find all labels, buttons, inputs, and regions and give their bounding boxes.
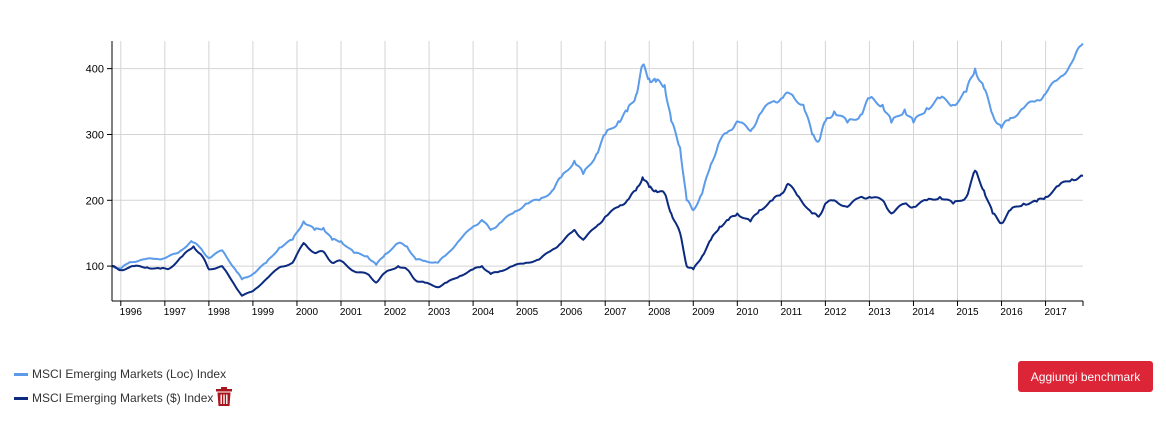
x-tick-label: 2004 (472, 307, 495, 318)
legend-item-loc[interactable]: MSCI Emerging Markets (Loc) Index (14, 362, 233, 386)
chart-grid (112, 41, 1083, 301)
x-tick-label: 1997 (164, 307, 187, 318)
x-tick-label: 2007 (604, 307, 627, 318)
x-tick-label: 2006 (560, 307, 583, 318)
x-tick-label: 2001 (340, 307, 363, 318)
series-line-usd (111, 169, 1084, 297)
series-line-loc (111, 42, 1084, 281)
x-tick-label: 2011 (781, 307, 803, 318)
x-tick-label: 2000 (296, 307, 319, 318)
legend-item-usd[interactable]: MSCI Emerging Markets ($) Index (14, 386, 233, 410)
x-tick-label: 1998 (208, 307, 231, 318)
chart-legend: MSCI Emerging Markets (Loc) Index MSCI E… (14, 362, 233, 410)
legend-swatch-usd (14, 396, 28, 400)
y-tick-label: 400 (86, 64, 104, 76)
x-tick-label: 2012 (824, 307, 847, 318)
legend-swatch-loc (14, 372, 28, 376)
x-tick-label: 2015 (956, 307, 979, 318)
add-benchmark-button[interactable]: Aggiungi benchmark (1018, 361, 1153, 392)
trash-icon[interactable] (215, 386, 233, 410)
x-tick-label: 1996 (120, 307, 143, 318)
y-tick-label: 200 (86, 195, 104, 207)
x-tick-label: 2017 (1044, 307, 1067, 318)
x-tick-label: 2005 (516, 307, 539, 318)
x-tick-label: 2016 (1000, 307, 1023, 318)
x-tick-label: 2002 (384, 307, 407, 318)
line-chart: 100 200 300 400 1996 1997 1998 1999 2000 2001 200… (86, 41, 1084, 318)
x-tick-label: 2010 (736, 307, 759, 318)
x-tick-label: 2008 (648, 307, 671, 318)
y-tick-label: 300 (86, 129, 104, 141)
x-tick-label: 2003 (428, 307, 451, 318)
series-lines (111, 42, 1084, 297)
x-tick-label: 2009 (692, 307, 715, 318)
y-tick-label: 100 (86, 261, 104, 273)
legend-label-usd: MSCI Emerging Markets ($) Index (32, 391, 214, 405)
x-axis: 1996 1997 1998 1999 2000 2001 2002 2003 2004 2005… (120, 301, 1067, 318)
y-axis: 100 200 300 400 (86, 64, 112, 273)
x-tick-label: 2014 (912, 307, 935, 318)
axes-frame (111, 41, 1084, 306)
x-tick-label: 2013 (868, 307, 891, 318)
x-tick-label: 1999 (252, 307, 275, 318)
legend-label-loc: MSCI Emerging Markets (Loc) Index (32, 367, 227, 381)
